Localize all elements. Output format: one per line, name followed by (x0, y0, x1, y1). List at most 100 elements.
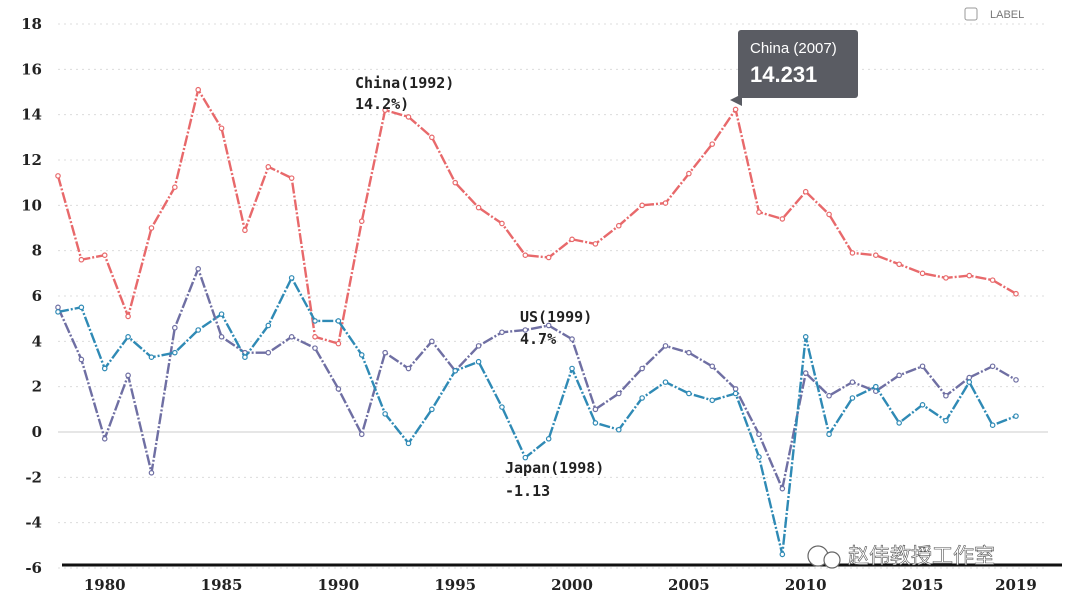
data-point-china[interactable] (896, 261, 902, 268)
data-point-japan[interactable] (499, 404, 505, 410)
data-point-us[interactable] (779, 485, 786, 492)
data-point-us[interactable] (405, 365, 412, 372)
series-us[interactable] (55, 265, 1019, 492)
data-point-china[interactable] (545, 254, 552, 261)
data-point-us[interactable] (826, 392, 832, 399)
data-point-japan[interactable] (242, 354, 248, 361)
data-point-us[interactable] (802, 370, 809, 376)
data-point-japan[interactable] (475, 358, 482, 365)
data-point-china[interactable] (148, 225, 155, 231)
data-point-china[interactable] (288, 175, 295, 181)
data-point-us[interactable] (172, 324, 178, 331)
data-point-japan[interactable] (802, 333, 809, 340)
data-point-china[interactable] (522, 252, 529, 259)
data-point-china[interactable] (78, 256, 85, 263)
data-point-us[interactable] (896, 372, 902, 379)
data-point-china[interactable] (405, 114, 412, 120)
data-point-china[interactable] (919, 270, 926, 277)
data-point-china[interactable] (55, 173, 61, 179)
data-point-us[interactable] (55, 304, 61, 311)
data-point-japan[interactable] (101, 365, 108, 372)
data-point-japan[interactable] (686, 390, 692, 397)
data-point-china[interactable] (639, 202, 645, 209)
series-line-japan[interactable] (57, 276, 1017, 556)
data-point-china[interactable] (218, 125, 225, 132)
data-point-china[interactable] (499, 220, 505, 227)
data-point-japan[interactable] (639, 395, 645, 401)
data-point-us[interactable] (288, 333, 295, 340)
data-point-japan[interactable] (382, 411, 388, 417)
data-point-japan[interactable] (756, 454, 762, 460)
data-point-japan[interactable] (522, 454, 529, 461)
data-point-us[interactable] (148, 469, 155, 476)
data-point-us[interactable] (615, 390, 622, 397)
series-line-us[interactable] (56, 267, 1017, 490)
data-point-china[interactable] (242, 227, 248, 234)
data-point-japan[interactable] (966, 379, 973, 385)
data-point-china[interactable] (358, 218, 365, 225)
data-point-us[interactable] (732, 386, 739, 392)
data-point-china[interactable] (475, 204, 482, 211)
data-point-china[interactable] (429, 134, 435, 141)
data-point-us[interactable] (335, 386, 342, 392)
data-point-japan[interactable] (662, 379, 669, 385)
data-point-china[interactable] (452, 179, 459, 186)
data-point-japan[interactable] (55, 309, 61, 315)
data-point-japan[interactable] (896, 420, 902, 426)
data-point-japan[interactable] (265, 322, 272, 329)
data-point-us[interactable] (499, 329, 505, 336)
data-point-japan[interactable] (779, 551, 786, 558)
data-point-us[interactable] (709, 363, 716, 370)
data-point-japan[interactable] (849, 395, 856, 401)
data-point-japan[interactable] (218, 311, 225, 317)
series-japan[interactable] (55, 275, 1019, 558)
data-point-japan[interactable] (545, 435, 552, 442)
data-point-china[interactable] (1013, 290, 1019, 297)
data-point-china[interactable] (802, 188, 809, 195)
series-line-china[interactable] (56, 88, 1017, 345)
data-point-japan[interactable] (919, 401, 926, 408)
legend-label[interactable]: LABEL (964, 7, 1024, 21)
legend-checkbox[interactable] (964, 7, 978, 21)
data-point-china[interactable] (756, 209, 762, 215)
data-point-us[interactable] (943, 392, 949, 399)
data-point-us[interactable] (639, 365, 645, 372)
data-point-china[interactable] (312, 333, 318, 340)
data-point-us[interactable] (125, 372, 131, 379)
data-point-china[interactable] (662, 200, 669, 206)
data-point-us[interactable] (382, 349, 388, 356)
data-point-us[interactable] (101, 435, 108, 442)
data-point-japan[interactable] (78, 304, 85, 311)
data-point-us[interactable] (662, 343, 669, 349)
data-point-japan[interactable] (873, 383, 879, 390)
data-point-japan[interactable] (732, 390, 739, 397)
data-point-china[interactable] (615, 222, 622, 229)
data-point-china[interactable] (172, 184, 178, 191)
data-point-japan[interactable] (592, 420, 599, 426)
data-point-us[interactable] (919, 363, 926, 370)
data-point-japan[interactable] (615, 426, 622, 433)
plot-area[interactable] (55, 86, 1019, 558)
data-point-china[interactable] (335, 340, 342, 347)
series-china[interactable] (55, 86, 1019, 347)
data-point-us[interactable] (475, 343, 482, 349)
data-point-china[interactable] (195, 86, 201, 93)
data-point-japan[interactable] (405, 440, 412, 447)
data-point-china[interactable] (732, 106, 739, 113)
data-point-china[interactable] (569, 236, 575, 243)
data-point-japan[interactable] (826, 431, 832, 438)
data-point-china[interactable] (101, 252, 108, 259)
data-point-us[interactable] (218, 333, 225, 340)
data-point-japan[interactable] (172, 349, 178, 356)
data-point-us[interactable] (592, 406, 599, 413)
data-point-china[interactable] (873, 252, 879, 259)
data-point-japan[interactable] (429, 406, 435, 413)
data-point-us[interactable] (569, 336, 575, 342)
data-point-us[interactable] (686, 349, 692, 356)
data-point-japan[interactable] (288, 275, 295, 281)
data-point-japan[interactable] (1013, 413, 1019, 419)
data-point-japan[interactable] (989, 422, 996, 429)
data-point-japan[interactable] (125, 333, 131, 340)
data-point-china[interactable] (709, 141, 716, 147)
data-point-japan[interactable] (358, 352, 365, 358)
